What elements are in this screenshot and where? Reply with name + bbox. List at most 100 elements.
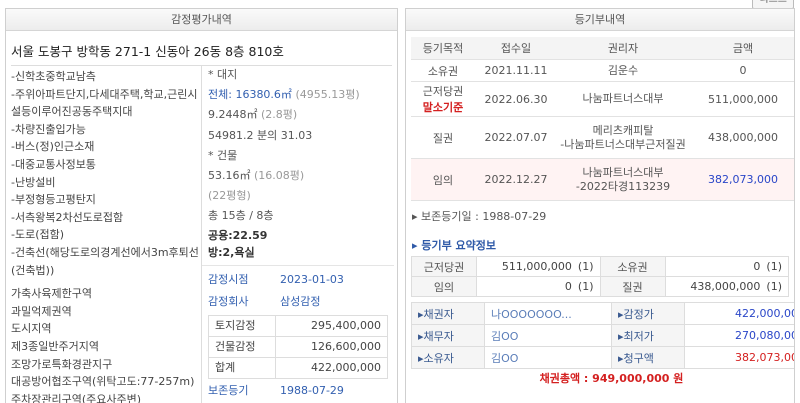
info-value: 2023-01-03 (280, 272, 344, 286)
zoning-item: 제3종일반주거지역 (11, 339, 99, 353)
building-area: 53.16㎡ (208, 169, 251, 183)
registry-row: 소유권 2021.11.11 김운수 0 (411, 59, 794, 82)
building-heading: * 건물 (208, 148, 238, 162)
party-label: ▸감정가 (611, 302, 685, 325)
summary-amount: 511,000,000 (501, 260, 572, 273)
party-label: ▸최저가 (611, 324, 685, 347)
valuation-table: 토지감정 295,400,000 건물감정 126,600,000 합계 422,000,… (208, 314, 388, 380)
zoning-item: 주차장관리구역(주요사주변) (11, 392, 142, 403)
column-header: 등기목적 (411, 37, 475, 60)
feature-item: -버스(정)인근소재 (11, 140, 95, 154)
holder-cell: 메리츠캐피탈 -나눔파트너스대부근저질권 (557, 116, 689, 159)
panel-title: 등기부내역 (406, 9, 794, 31)
common-area: 공용:22.59 (208, 228, 268, 242)
zoning-item: 가축사육제한구역 (11, 287, 92, 301)
holder: -2022타경113239 (575, 179, 671, 193)
summary-row: 근저당권 511,000,000 (1) 소유권 0 (1) (411, 256, 789, 277)
summary-label: 소유권 (599, 256, 666, 277)
summary-value: 0 (1) (476, 276, 601, 297)
summary-amount: 0 (564, 280, 572, 293)
holder-cell: 김운수 (557, 59, 689, 82)
zoning-item: 도시지역 (11, 322, 52, 336)
valuation-row: 건물감정 126,600,000 (208, 335, 388, 359)
land-share-row: 9.2448㎡ (2.8평) (208, 105, 394, 125)
summary-value: 438,000,000 (1) (664, 276, 789, 297)
valuation-row: 토지감정 295,400,000 (208, 314, 388, 337)
purpose: 임의 (432, 173, 454, 187)
land-share-pyeong: (2.8평) (261, 108, 298, 122)
feature-list: -신학초중학교남측 -주위아파트단지,다세대주택,학교,근린시설등이루어진공동주택… (11, 68, 201, 403)
purpose: 근저당권 (422, 85, 464, 98)
column-header: 접수일 (475, 37, 557, 60)
holder-cell: 나눔파트너스대부 (557, 81, 689, 117)
summary-table: 근저당권 511,000,000 (1) 소유권 0 (1) 임의 0 (1) 질권 438,000… (411, 256, 789, 297)
date: 2022.07.07 (475, 116, 557, 159)
feature-item: -주위아파트단지,다세대주택,학교,근린시설등이루어진공동주택지대 (11, 87, 198, 119)
preservation-row: 보존등기 1988-07-29 (208, 381, 394, 401)
party-value: 김OO (484, 324, 612, 347)
info-row: 감정시점 2023-01-03 (208, 269, 394, 291)
summary-label: 임의 (411, 276, 477, 297)
land-ratio: 54981.2 분의 31.03 (208, 128, 313, 142)
column-header: 권리자 (557, 37, 689, 60)
registry-row: 임의 2022.12.27 나눔파트너스대부 -2022타경113239 382,073… (411, 158, 794, 201)
date: 2021.11.11 (475, 59, 557, 82)
feature-item: -차량진출입가능 (11, 122, 86, 136)
summary-label: 질권 (599, 276, 666, 297)
zoning-item: 대공방어협조구역(위탁고도:77-257m) (11, 375, 195, 389)
valuation-label: 건물감정 (208, 335, 276, 359)
holder-cell: 나눔파트너스대부 -2022타경113239 (557, 158, 689, 201)
land-total-pyeong: (4955.13평) (295, 88, 360, 102)
amount: 0 (689, 59, 794, 82)
valuation-value: 295,400,000 (275, 314, 388, 337)
panel-title: 감정평가내역 (6, 9, 397, 31)
address: 서울 도봉구 방학동 271-1 신동아 26동 8층 810호 (11, 39, 392, 66)
land-total-row: 전체: 16380.6㎡ (4955.13평) (208, 85, 394, 105)
preservation-label: 보존등기 (208, 384, 249, 398)
info-label: 감정시점 (208, 272, 249, 286)
party-value: 김OO (484, 346, 612, 369)
total: 채권총액 : 949,000,000 원 (539, 372, 684, 385)
purpose-cell: 근저당권 말소기준 (411, 81, 475, 117)
date: 2022.06.30 (475, 81, 557, 117)
land-total: 전체: 16380.6㎡ (208, 88, 292, 102)
info-value: 삼성감정 (280, 294, 321, 308)
rooms: 방:2,욕실 (202, 244, 394, 266)
amount: 438,000,000 (689, 116, 794, 159)
valuation-label: 토지감정 (208, 314, 276, 337)
summary-count: (1) (577, 260, 594, 273)
registry-row: 질권 2022.07.07 메리츠캐피탈 -나눔파트너스대부근저질권 438,000,0… (411, 116, 794, 159)
holder: 나눔파트너스대부 (582, 165, 664, 179)
holder: 김운수 (607, 63, 639, 77)
building-area-pyeong: (16.08평) (254, 169, 305, 183)
purpose-cell: 소유권 (411, 59, 475, 82)
land-share: 9.2448㎡ (208, 108, 258, 122)
summary-amount: 438,000,000 (690, 280, 761, 293)
amount: 382,073,000 (689, 158, 794, 201)
valuation-label: 합계 (208, 357, 276, 380)
info-label: 감정회사 (208, 294, 249, 308)
purpose-cell: 임의 (411, 158, 475, 201)
summary-value: 0 (1) (664, 256, 789, 277)
feature-item: -서측왕복2차선도로접함 (11, 210, 124, 224)
feature-item: -부정형등고평탄지 (11, 193, 96, 207)
registry-header: 등기목적 접수일 권리자 금액 (411, 37, 794, 60)
info-list: 감정시점 2023-01-03 감정회사 삼성감정 (208, 269, 394, 313)
summary-count: (1) (577, 280, 594, 293)
feature-item: -난방설비 (11, 175, 56, 189)
registry-row: 근저당권 말소기준 2022.06.30 나눔파트너스대부 511,000,000 (411, 81, 794, 117)
holder: -나눔파트너스대부근저질권 (560, 137, 686, 151)
holder: 나눔파트너스대부 (582, 92, 664, 105)
summary-row: 임의 0 (1) 질권 438,000,000 (1) (411, 276, 789, 297)
appraisal-panel: 감정평가내역 서울 도봉구 방학동 271-1 신동아 26동 8층 810호 … (5, 8, 398, 403)
summary-title: ▸ 등기부 요약정보 (412, 239, 497, 252)
party-label: ▸소유자 (411, 346, 485, 369)
land-heading: * 대지 (208, 68, 238, 81)
date: 2022.12.27 (475, 158, 557, 201)
party-label: ▸채무자 (411, 324, 485, 347)
purpose: 소유권 (427, 64, 459, 78)
summary-value: 511,000,000 (1) (476, 256, 601, 277)
zoning-item: 과밀억제권역 (11, 304, 72, 318)
